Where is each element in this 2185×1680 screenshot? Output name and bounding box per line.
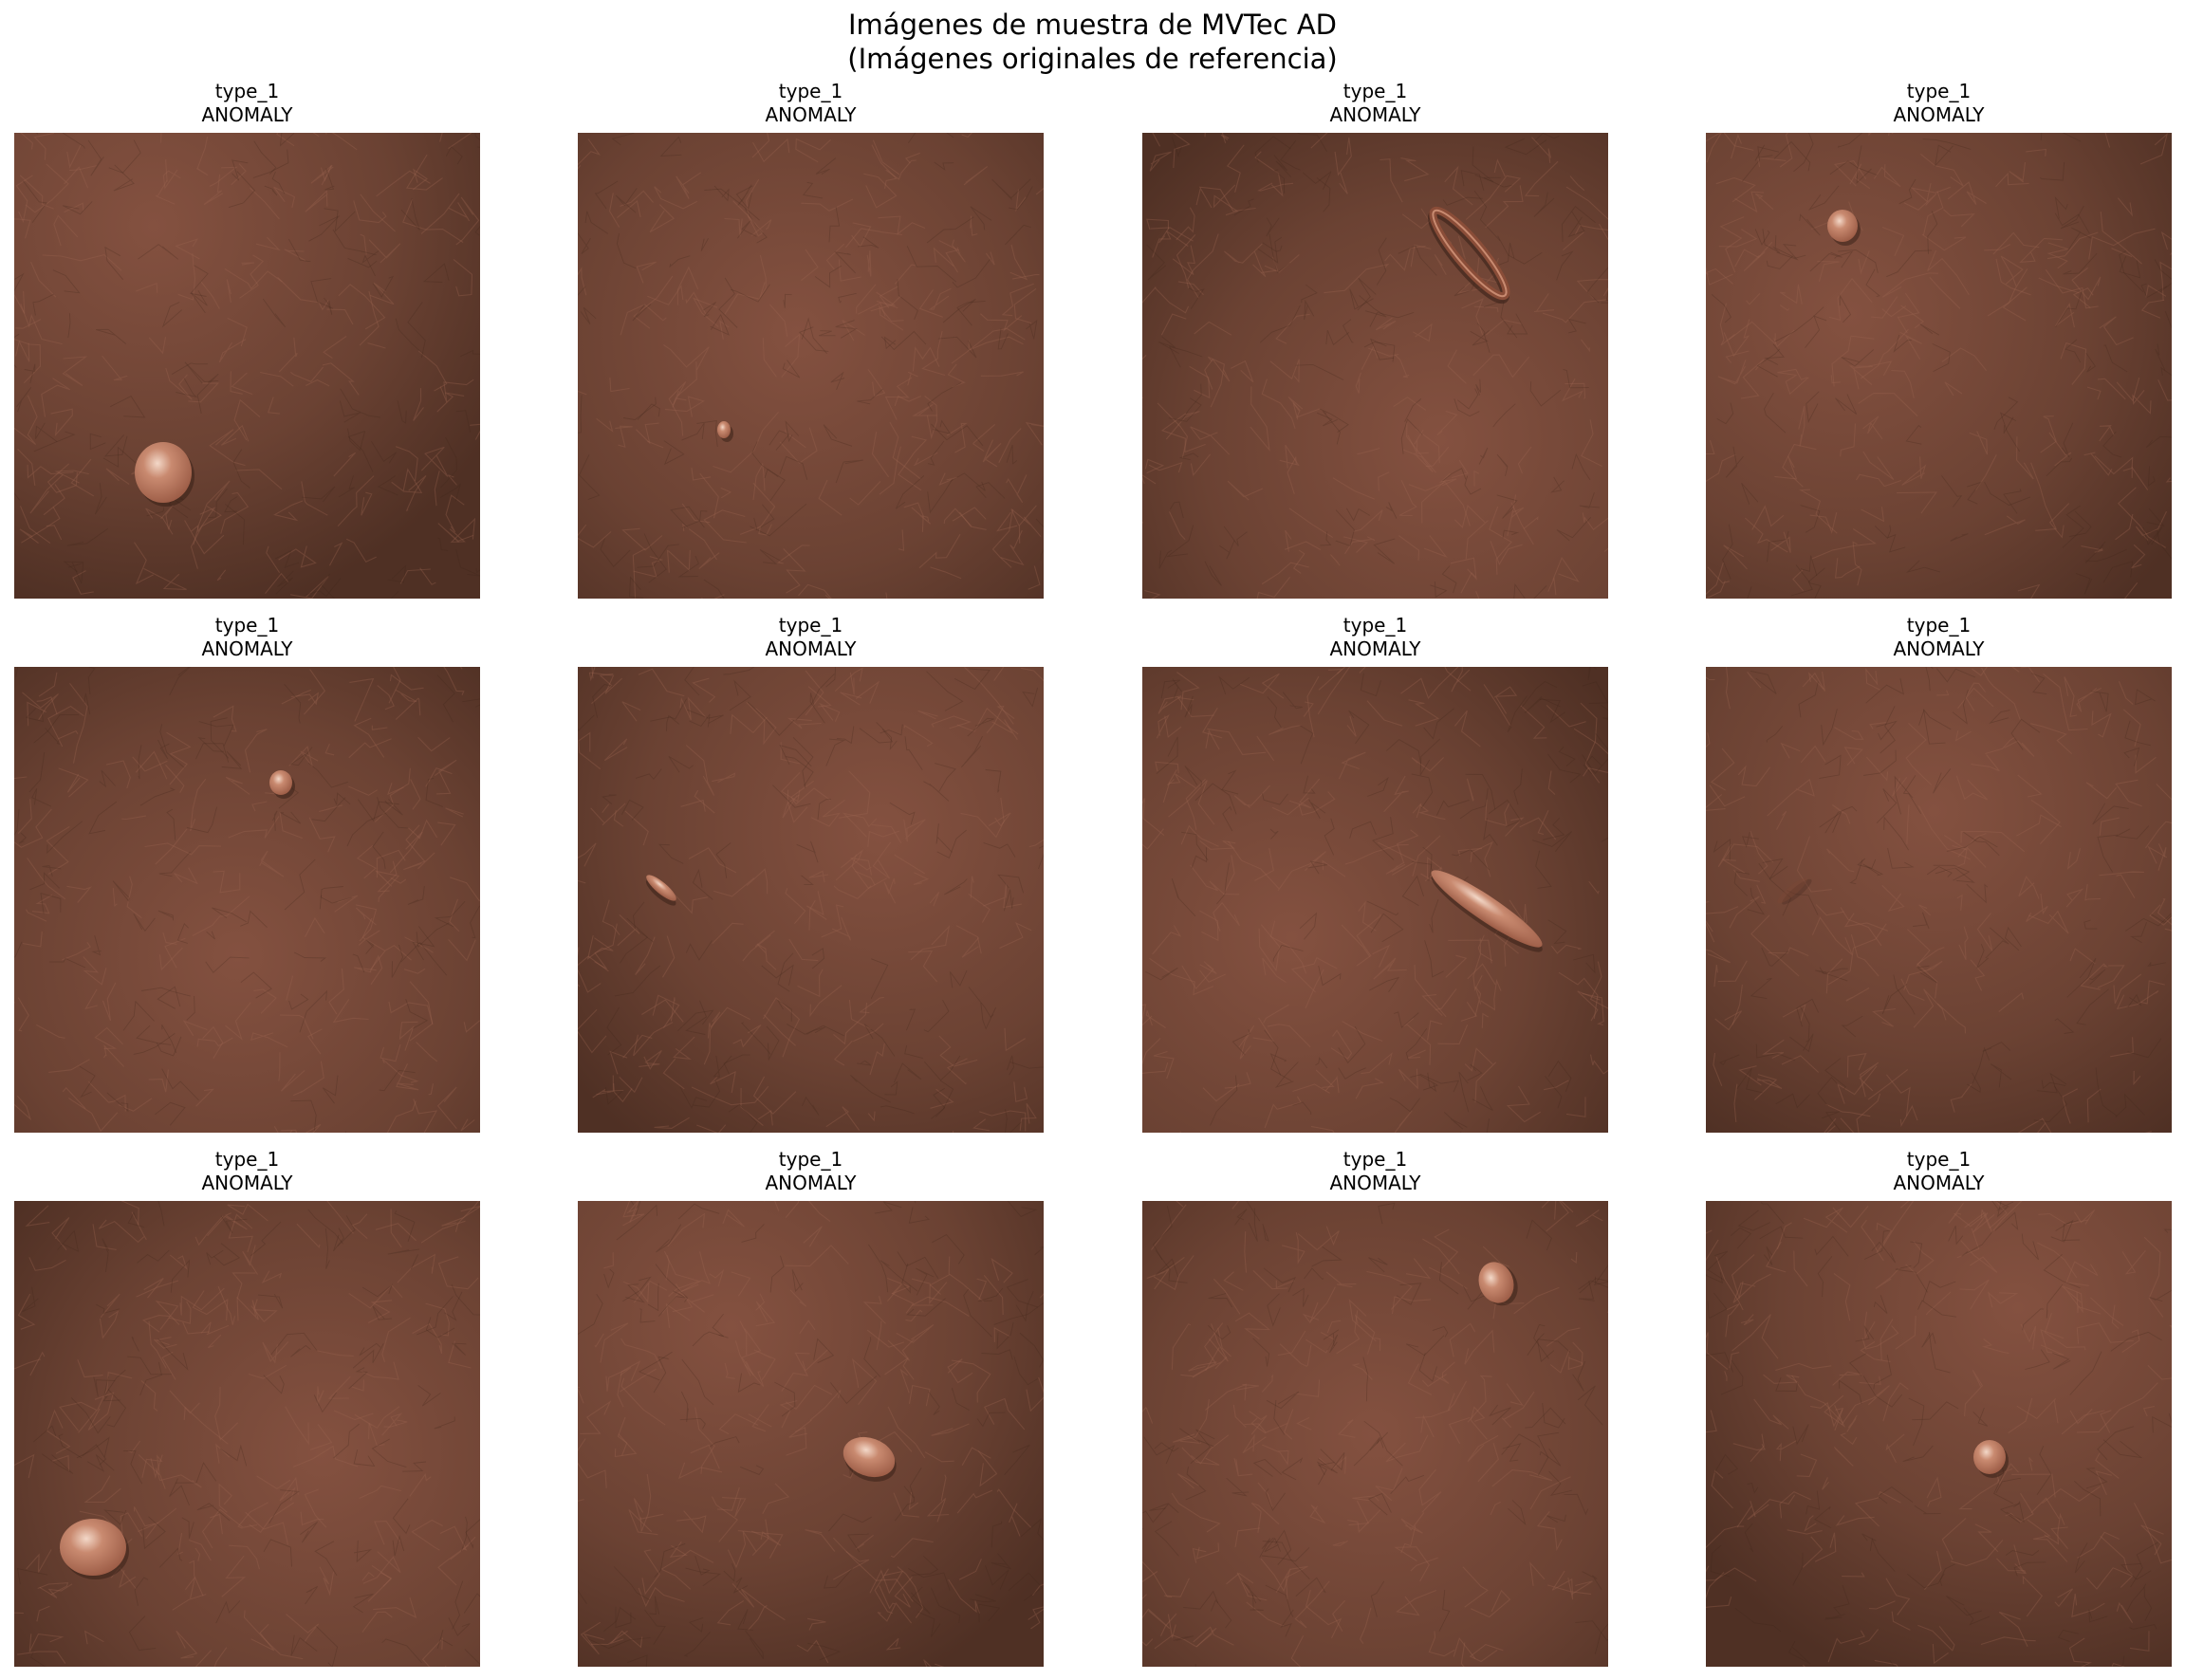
panel-status-label: ANOMALY	[1893, 637, 1985, 660]
panel-type-label: type_1	[214, 614, 280, 637]
panel-status-label: ANOMALY	[765, 103, 857, 126]
panel-type-label: type_1	[778, 1148, 843, 1171]
leather-grain-shadow	[1146, 133, 1608, 599]
leather-sample-image	[578, 667, 1044, 1133]
leather-texture-background	[14, 667, 480, 1133]
leather-texture-background	[1706, 133, 2172, 599]
leather-grain-texture	[578, 133, 1044, 599]
leather-grain-shadow	[1145, 667, 1608, 1133]
defect-mark	[645, 875, 676, 906]
leather-sample-image	[1706, 133, 2172, 599]
leather-sample-image	[1706, 1201, 2172, 1667]
leather-grain-shadow	[578, 133, 1044, 599]
figure-title: Imágenes de muestra de MVTec AD (Imágene…	[0, 8, 2185, 76]
defect-mark	[1973, 1440, 2009, 1478]
defect-mark	[269, 770, 295, 799]
panel-status-label: ANOMALY	[201, 1172, 293, 1194]
leather-grain-shadow	[14, 133, 480, 599]
defect-mark	[1431, 870, 1543, 952]
leather-grain-shadow	[578, 667, 1044, 1133]
panel-status-label: ANOMALY	[1329, 1172, 1421, 1194]
leather-grain-texture	[1142, 667, 1608, 1133]
leather-texture-background	[14, 1201, 480, 1667]
leather-sample-image	[1142, 133, 1608, 599]
leather-texture-background	[14, 133, 480, 599]
panel-status-label: ANOMALY	[1329, 103, 1421, 126]
panel-title: type_1 ANOMALY	[578, 614, 1044, 661]
leather-sample-image	[1142, 667, 1608, 1133]
panel-type-label: type_1	[1906, 614, 1972, 637]
leather-texture-background	[1142, 133, 1608, 599]
leather-grain-texture	[14, 1201, 480, 1667]
leather-grain-texture	[1142, 1201, 1608, 1667]
panel-type-label: type_1	[1342, 614, 1408, 637]
panel-title: type_1 ANOMALY	[578, 80, 1044, 127]
leather-texture-background	[578, 133, 1044, 599]
leather-sample-image	[1706, 667, 2172, 1133]
leather-sample-image	[14, 667, 480, 1133]
panel-type-label: type_1	[778, 80, 843, 102]
panel-title: type_1 ANOMALY	[1706, 614, 2172, 661]
leather-grain-texture	[1706, 1201, 2172, 1667]
leather-grain-shadow	[1706, 1201, 2172, 1667]
leather-grain-shadow	[14, 667, 480, 1133]
panel-status-label: ANOMALY	[1893, 1172, 1985, 1194]
panel-title: type_1 ANOMALY	[14, 80, 480, 127]
leather-grain-texture	[14, 133, 480, 599]
panel-title: type_1 ANOMALY	[1142, 1148, 1608, 1195]
panel-status-label: ANOMALY	[201, 103, 293, 126]
leather-texture-background	[1142, 667, 1608, 1133]
defect-mark	[135, 442, 194, 507]
panel-status-label: ANOMALY	[765, 1172, 857, 1194]
defect-mark	[1777, 877, 1812, 905]
panel-type-label: type_1	[1342, 80, 1408, 102]
defect-mark	[843, 1436, 897, 1482]
panel-status-label: ANOMALY	[765, 637, 857, 660]
leather-grain-shadow	[1711, 133, 2172, 599]
leather-grain-shadow	[578, 1201, 1044, 1667]
leather-texture-background	[578, 1201, 1044, 1667]
panel-title: type_1 ANOMALY	[1142, 614, 1608, 661]
leather-texture-background	[578, 667, 1044, 1133]
leather-grain-texture	[578, 1201, 1044, 1667]
defect-mark	[1427, 206, 1510, 305]
panel-title: type_1 ANOMALY	[1706, 1148, 2172, 1195]
panel-type-label: type_1	[1906, 80, 1972, 102]
defect-mark	[60, 1519, 129, 1579]
panel-title: type_1 ANOMALY	[578, 1148, 1044, 1195]
defect-mark	[1827, 210, 1861, 246]
defect-mark	[717, 421, 733, 442]
panel-type-label: type_1	[214, 1148, 280, 1171]
panel-status-label: ANOMALY	[201, 637, 293, 660]
leather-grain-texture	[1706, 133, 2172, 599]
leather-grain-texture	[578, 667, 1044, 1133]
leather-sample-image	[578, 133, 1044, 599]
leather-grain-shadow	[16, 1201, 480, 1667]
panel-title: type_1 ANOMALY	[14, 1148, 480, 1195]
leather-grain-texture	[1142, 133, 1608, 599]
figure-title-line2: (Imágenes originales de referencia)	[847, 43, 1338, 75]
leather-sample-image	[1142, 1201, 1608, 1667]
leather-texture-background	[1706, 1201, 2172, 1667]
panel-title: type_1 ANOMALY	[14, 614, 480, 661]
panel-type-label: type_1	[778, 614, 843, 637]
leather-grain-texture	[1706, 667, 2172, 1133]
leather-grain-texture	[14, 667, 480, 1133]
panel-status-label: ANOMALY	[1893, 103, 1985, 126]
panel-title: type_1 ANOMALY	[1142, 80, 1608, 127]
defect-mark	[1478, 1262, 1518, 1306]
panel-status-label: ANOMALY	[1329, 637, 1421, 660]
figure-title-line1: Imágenes de muestra de MVTec AD	[848, 9, 1337, 41]
leather-texture-background	[1142, 1201, 1608, 1667]
leather-sample-image	[578, 1201, 1044, 1667]
leather-sample-image	[14, 133, 480, 599]
panel-type-label: type_1	[1906, 1148, 1972, 1171]
panel-type-label: type_1	[1342, 1148, 1408, 1171]
leather-sample-image	[14, 1201, 480, 1667]
panel-type-label: type_1	[214, 80, 280, 102]
panel-title: type_1 ANOMALY	[1706, 80, 2172, 127]
leather-texture-background	[1706, 667, 2172, 1133]
leather-grain-shadow	[1713, 667, 2172, 1132]
